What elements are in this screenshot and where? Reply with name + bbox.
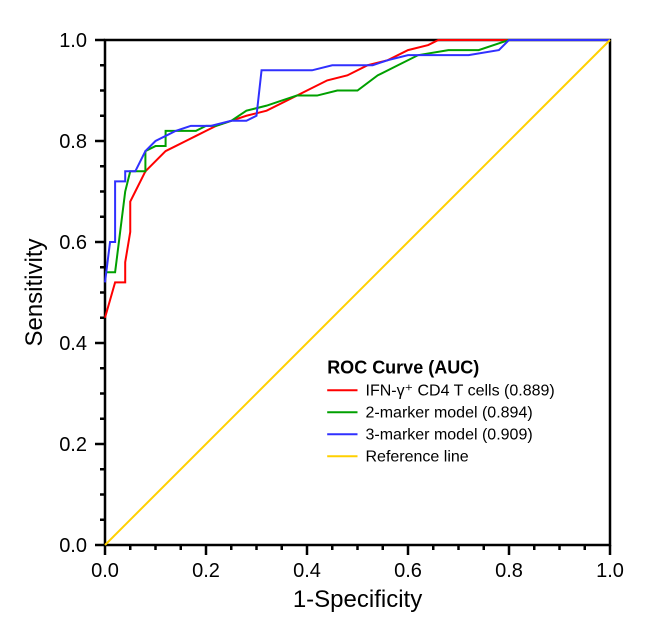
x-tick-label: 1.0 <box>596 560 624 582</box>
roc-chart: 0.0 0.2 0.4 0.6 0.8 1.0 1-Specificity 0.0 0.2 0.4… <box>20 20 633 624</box>
y-tick-label: 0.6 <box>59 232 87 254</box>
y-tick-label: 0.2 <box>59 434 87 456</box>
x-axis-label: 1-Specificity <box>293 586 422 613</box>
x-tick-label: 0.0 <box>91 560 119 582</box>
x-tick-label: 0.4 <box>293 560 321 582</box>
legend-label: 2-marker model (0.894) <box>366 404 533 421</box>
roc-series <box>105 40 610 282</box>
x-tick-label: 0.6 <box>394 560 422 582</box>
y-tick-label: 1.0 <box>59 30 87 52</box>
y-axis-label: Sensitivity <box>21 238 48 346</box>
roc-series <box>105 40 610 545</box>
legend-label: IFN-γ⁺ CD4 T cells (0.889) <box>366 382 555 399</box>
x-tick-label: 0.8 <box>495 560 523 582</box>
y-tick-label: 0.4 <box>59 333 87 355</box>
legend-label: Reference line <box>366 448 469 465</box>
chart-svg: 0.0 0.2 0.4 0.6 0.8 1.0 1-Specificity 0.0 0.2 0.4… <box>20 20 633 624</box>
y-tick-label: 0.8 <box>59 131 87 153</box>
y-tick-label: 0.0 <box>59 535 87 557</box>
legend-title: ROC Curve (AUC) <box>327 357 479 377</box>
roc-series <box>105 40 610 318</box>
roc-series <box>105 40 610 272</box>
legend-label: 3-marker model (0.909) <box>366 426 533 443</box>
x-tick-label: 0.2 <box>192 560 220 582</box>
